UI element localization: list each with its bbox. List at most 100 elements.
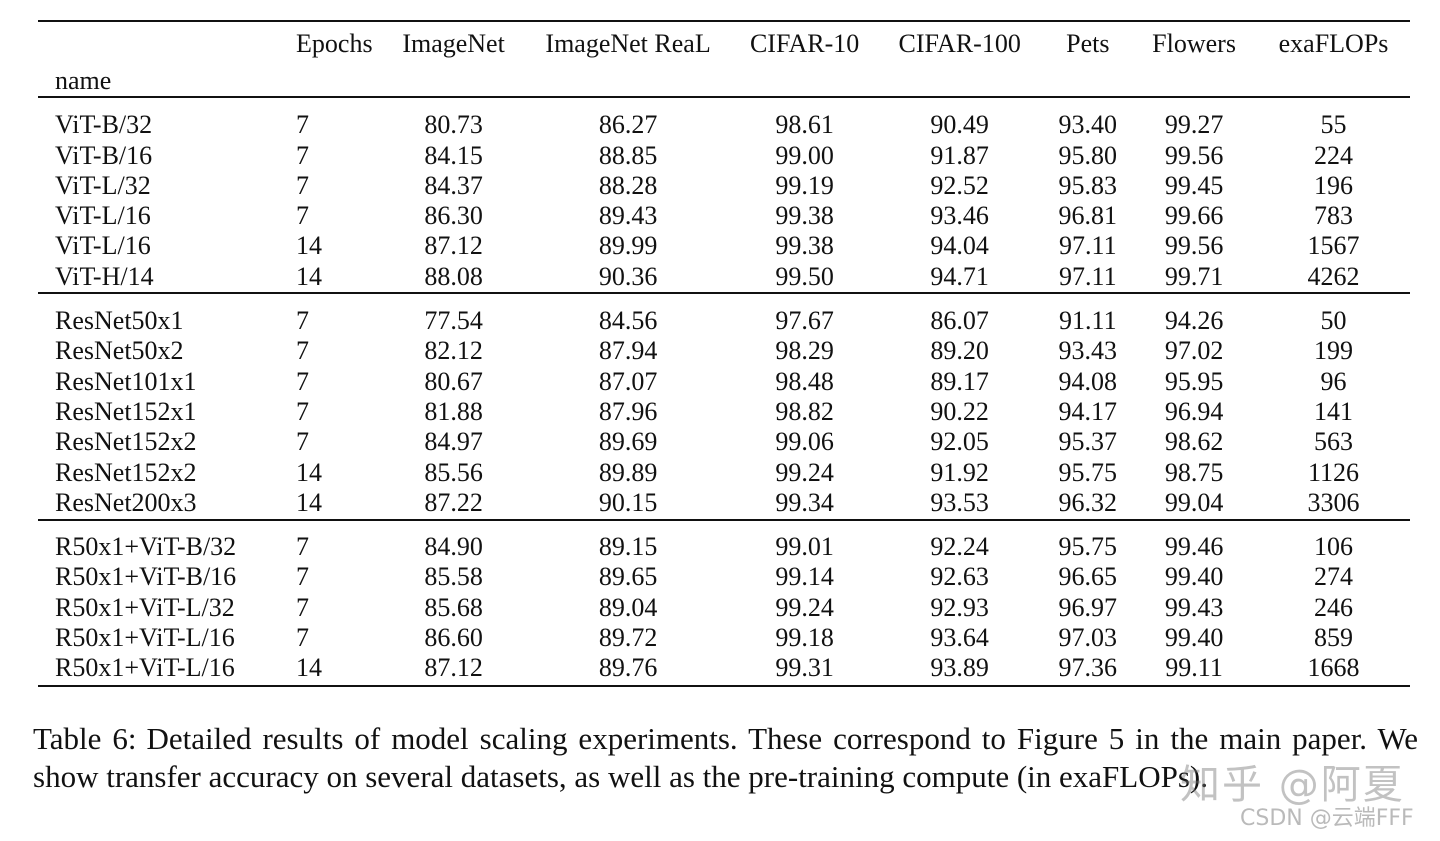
cell-exaflops: 1567 xyxy=(1307,231,1360,261)
header-epochs: Epochs xyxy=(296,28,373,58)
cell-cifar100: 91.87 xyxy=(930,140,989,170)
cell-imagenet-real: 90.15 xyxy=(598,487,658,517)
cell-pets: 96.97 xyxy=(1058,592,1118,622)
header-subrow: name xyxy=(38,66,1410,96)
cell-imagenet-real: 89.89 xyxy=(598,457,658,487)
cell-flowers: 99.11 xyxy=(1165,653,1223,683)
cell-cifar10: 98.29 xyxy=(775,336,834,366)
cell-exaflops: 274 xyxy=(1314,562,1354,592)
cell-flowers: 99.04 xyxy=(1164,487,1224,517)
table-row: R50x1+ViT-L/16 14 87.12 89.76 99.31 93.89 97.3… xyxy=(38,653,1410,683)
cell-imagenet-real: 87.96 xyxy=(598,396,658,426)
cell-cifar10: 99.24 xyxy=(775,592,834,622)
cell-cifar100: 92.05 xyxy=(930,427,989,457)
cell-cifar10: 99.01 xyxy=(775,532,834,562)
table-row: ViT-L/16 7 86.30 89.43 99.38 93.46 96.81 99.66 7… xyxy=(38,201,1410,231)
cell-flowers: 99.56 xyxy=(1164,140,1224,170)
cell-epochs: 14 xyxy=(296,457,323,487)
cell-epochs: 14 xyxy=(296,261,323,291)
cell-model-name: ResNet152x2 xyxy=(55,457,197,487)
cell-exaflops: 50 xyxy=(1320,306,1347,336)
cell-imagenet-real: 87.07 xyxy=(598,366,658,396)
header-name: name xyxy=(55,66,112,95)
table-row: ResNet152x1 7 81.88 87.96 98.82 90.22 94.17 96.… xyxy=(38,397,1410,427)
cell-imagenet: 82.12 xyxy=(424,336,483,366)
cell-epochs: 7 xyxy=(296,366,310,396)
cell-pets: 93.40 xyxy=(1058,110,1118,140)
cell-model-name: R50x1+ViT-L/16 xyxy=(55,623,235,653)
cell-exaflops: 563 xyxy=(1314,427,1354,457)
cell-imagenet: 85.68 xyxy=(424,592,483,622)
cell-pets: 94.08 xyxy=(1058,366,1118,396)
cell-model-name: ViT-L/32 xyxy=(55,170,151,200)
cell-exaflops: 199 xyxy=(1314,336,1354,366)
cell-pets: 96.32 xyxy=(1058,487,1118,517)
cell-pets: 95.75 xyxy=(1058,532,1118,562)
cell-model-name: R50x1+ViT-L/32 xyxy=(55,592,235,622)
cell-cifar10: 99.19 xyxy=(775,170,834,200)
cell-cifar10: 97.67 xyxy=(775,306,834,336)
cell-cifar10: 99.38 xyxy=(775,201,834,231)
cell-imagenet: 85.56 xyxy=(424,457,483,487)
cell-cifar10: 98.48 xyxy=(775,366,834,396)
header-cifar100: CIFAR-100 xyxy=(898,28,1021,58)
group-separator-cell xyxy=(38,518,1410,532)
header-gap xyxy=(38,96,1410,110)
cell-exaflops: 859 xyxy=(1314,623,1354,653)
cell-exaflops: 55 xyxy=(1320,110,1347,140)
cell-exaflops: 4262 xyxy=(1307,261,1360,291)
cell-imagenet-real: 88.28 xyxy=(598,170,658,200)
cell-cifar10: 99.34 xyxy=(775,487,834,517)
cell-imagenet: 84.90 xyxy=(424,532,483,562)
cell-cifar100: 89.20 xyxy=(930,336,989,366)
cell-imagenet-real: 86.27 xyxy=(598,110,658,140)
cell-epochs: 7 xyxy=(296,623,310,653)
cell-cifar100: 92.52 xyxy=(930,170,989,200)
cell-model-name: R50x1+ViT-B/32 xyxy=(55,532,237,562)
cell-model-name: ResNet152x1 xyxy=(55,396,197,426)
cell-imagenet: 80.67 xyxy=(424,366,483,396)
cell-cifar100: 92.93 xyxy=(930,592,989,622)
cell-imagenet-real: 89.15 xyxy=(598,532,658,562)
cell-pets: 95.37 xyxy=(1058,427,1118,457)
cell-cifar100: 93.64 xyxy=(930,623,989,653)
cell-imagenet-real: 84.56 xyxy=(598,306,658,336)
cell-model-name: R50x1+ViT-B/16 xyxy=(55,562,237,592)
cell-cifar10: 99.50 xyxy=(775,261,834,291)
cell-exaflops: 106 xyxy=(1314,532,1354,562)
cell-imagenet: 77.54 xyxy=(424,306,483,336)
cell-imagenet-real: 89.04 xyxy=(598,592,658,622)
cell-epochs: 7 xyxy=(296,532,310,562)
table-row: ResNet200x3 14 87.22 90.15 99.34 93.53 96.32 99… xyxy=(38,488,1410,518)
table-row: ViT-B/32 7 80.73 86.27 98.61 90.49 93.40 99.27 5… xyxy=(38,110,1410,140)
cell-pets: 97.11 xyxy=(1059,231,1117,261)
cell-pets: 97.11 xyxy=(1059,261,1117,291)
cell-exaflops: 196 xyxy=(1314,170,1354,200)
table-row: ResNet152x2 7 84.97 89.69 99.06 92.05 95.37 98.… xyxy=(38,427,1410,457)
group-rule-1 xyxy=(38,292,1410,294)
cell-cifar100: 89.17 xyxy=(930,366,989,396)
header-flowers: Flowers xyxy=(1152,28,1236,58)
cell-imagenet-real: 89.76 xyxy=(598,653,658,683)
cell-cifar10: 99.31 xyxy=(775,653,834,683)
cell-epochs: 7 xyxy=(296,396,310,426)
table-caption: Table 6: Detailed results of model scalin… xyxy=(33,720,1418,796)
cell-model-name: ViT-B/32 xyxy=(55,110,153,140)
cell-cifar100: 93.53 xyxy=(930,487,989,517)
cell-cifar100: 93.89 xyxy=(930,653,989,683)
cell-cifar100: 92.24 xyxy=(930,532,989,562)
table-row: R50x1+ViT-B/16 7 85.58 89.65 99.14 92.63 96.65… xyxy=(38,562,1410,592)
cell-epochs: 7 xyxy=(296,562,310,592)
cell-exaflops: 783 xyxy=(1314,201,1354,231)
table-row: ResNet50x1 7 77.54 84.56 97.67 86.07 91.11 94.2… xyxy=(38,306,1410,336)
header-exaflops: exaFLOPs xyxy=(1278,28,1389,58)
cell-exaflops: 1126 xyxy=(1307,457,1360,487)
cell-imagenet-real: 89.72 xyxy=(598,623,658,653)
cell-cifar100: 94.71 xyxy=(930,261,989,291)
cell-pets: 97.36 xyxy=(1058,653,1118,683)
group-separator xyxy=(38,518,1410,532)
cell-model-name: ViT-L/16 xyxy=(55,231,151,261)
cell-imagenet: 84.15 xyxy=(424,140,483,170)
cell-exaflops: 1668 xyxy=(1307,653,1360,683)
zhihu-watermark: 知乎 @阿夏 xyxy=(1180,762,1405,808)
